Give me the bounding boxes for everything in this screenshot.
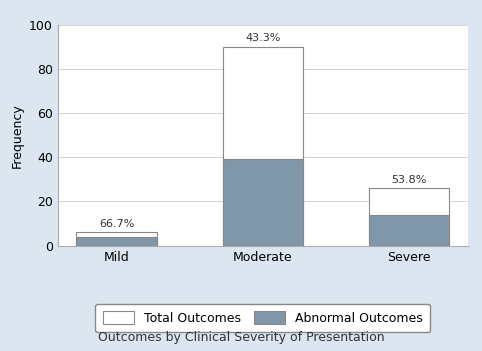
Text: 53.8%: 53.8%: [391, 175, 427, 185]
Bar: [223, 159, 303, 246]
Bar: [77, 232, 157, 246]
Bar: [369, 188, 449, 246]
Y-axis label: Frequency: Frequency: [11, 103, 24, 167]
Text: Outcomes by Clinical Severity of Presentation: Outcomes by Clinical Severity of Present…: [98, 331, 384, 344]
Bar: [77, 237, 157, 246]
Text: 43.3%: 43.3%: [245, 33, 281, 44]
Legend: Total Outcomes, Abnormal Outcomes: Total Outcomes, Abnormal Outcomes: [95, 304, 430, 332]
Bar: [369, 215, 449, 246]
Bar: [223, 47, 303, 246]
Text: 66.7%: 66.7%: [99, 219, 134, 229]
